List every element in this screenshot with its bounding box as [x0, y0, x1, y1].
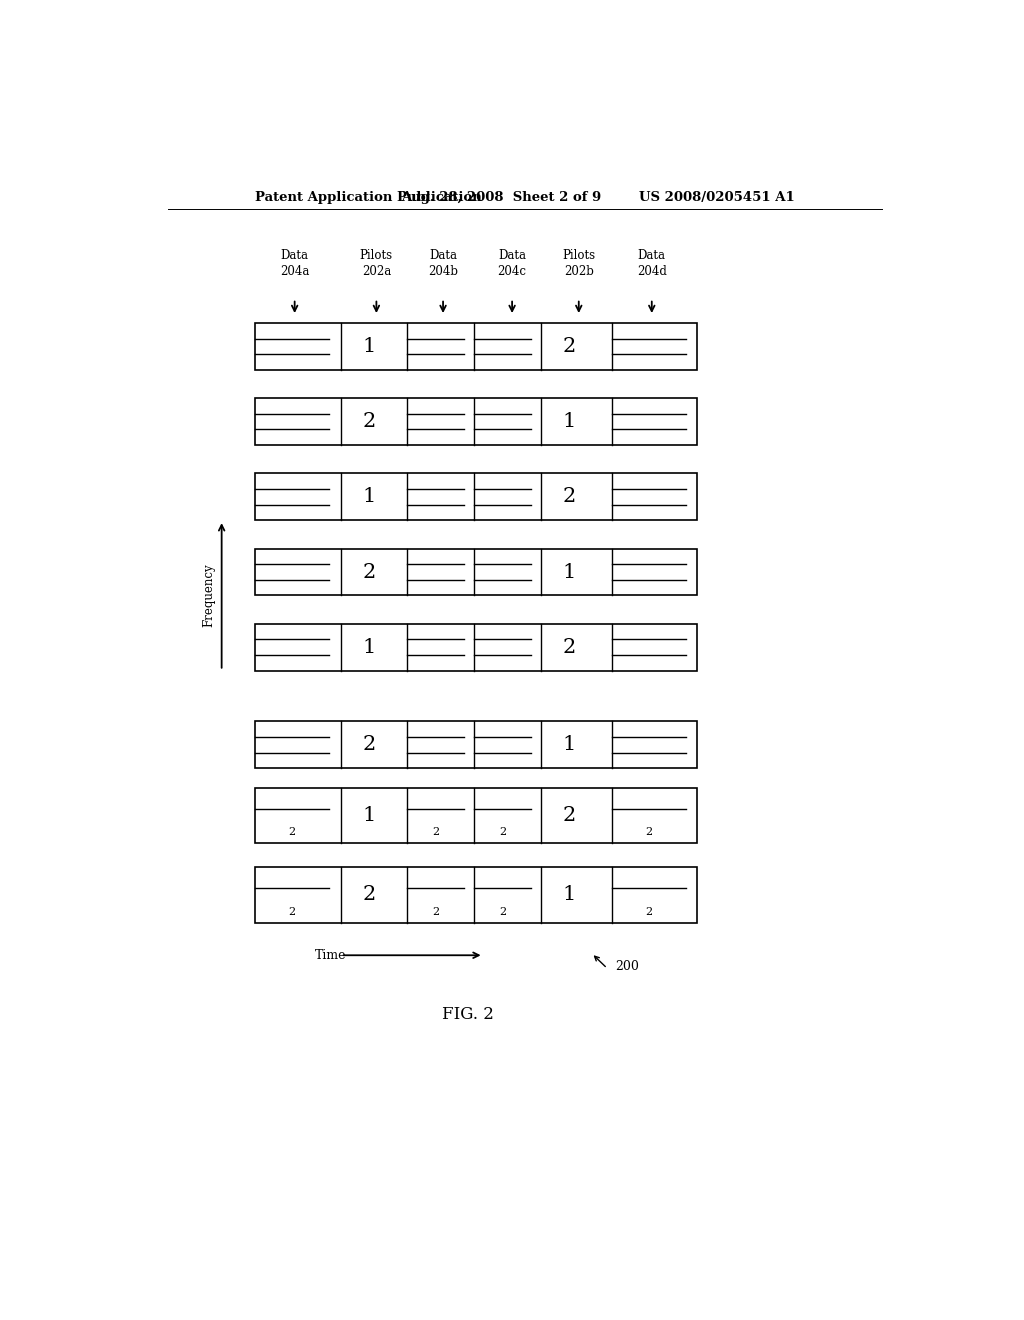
Bar	[255, 323, 697, 370]
Text: 1: 1	[362, 807, 376, 825]
Text: 1: 1	[562, 735, 575, 754]
Bar	[255, 722, 697, 768]
Text: US 2008/0205451 A1: US 2008/0205451 A1	[639, 190, 795, 203]
Text: 2: 2	[562, 487, 575, 507]
Text: Time: Time	[314, 949, 346, 962]
Bar	[255, 788, 697, 843]
Text: 2: 2	[562, 337, 575, 356]
Text: 1: 1	[362, 487, 376, 507]
Text: 2: 2	[362, 412, 376, 432]
Bar	[255, 399, 697, 445]
Text: Pilots
202b: Pilots 202b	[562, 249, 595, 279]
Text: 2: 2	[289, 907, 296, 916]
Text: Pilots
202a: Pilots 202a	[359, 249, 393, 279]
Text: 2: 2	[362, 886, 376, 904]
Text: 1: 1	[562, 412, 575, 432]
Bar	[255, 624, 697, 671]
Text: Frequency: Frequency	[203, 564, 215, 627]
Text: Aug. 28, 2008  Sheet 2 of 9: Aug. 28, 2008 Sheet 2 of 9	[400, 190, 601, 203]
Bar	[255, 549, 697, 595]
Text: 1: 1	[562, 886, 575, 904]
Text: 2: 2	[645, 828, 652, 837]
Bar	[255, 867, 697, 923]
Bar	[255, 474, 697, 520]
Text: 2: 2	[499, 907, 506, 916]
Text: FIG. 2: FIG. 2	[441, 1006, 494, 1023]
Text: 2: 2	[645, 907, 652, 916]
Text: Data
204d: Data 204d	[637, 249, 667, 279]
Text: 1: 1	[362, 337, 376, 356]
Text: 2: 2	[562, 638, 575, 657]
Text: Data
204c: Data 204c	[498, 249, 526, 279]
Text: 200: 200	[615, 960, 639, 973]
Text: Data
204a: Data 204a	[280, 249, 309, 279]
Text: 2: 2	[499, 828, 506, 837]
Text: 1: 1	[562, 562, 575, 582]
Text: Patent Application Publication: Patent Application Publication	[255, 190, 481, 203]
Text: 2: 2	[562, 807, 575, 825]
Text: Data
204b: Data 204b	[428, 249, 458, 279]
Text: 2: 2	[362, 562, 376, 582]
Text: 2: 2	[432, 828, 439, 837]
Text: 2: 2	[432, 907, 439, 916]
Text: 2: 2	[289, 828, 296, 837]
Text: 1: 1	[362, 638, 376, 657]
Text: 2: 2	[362, 735, 376, 754]
